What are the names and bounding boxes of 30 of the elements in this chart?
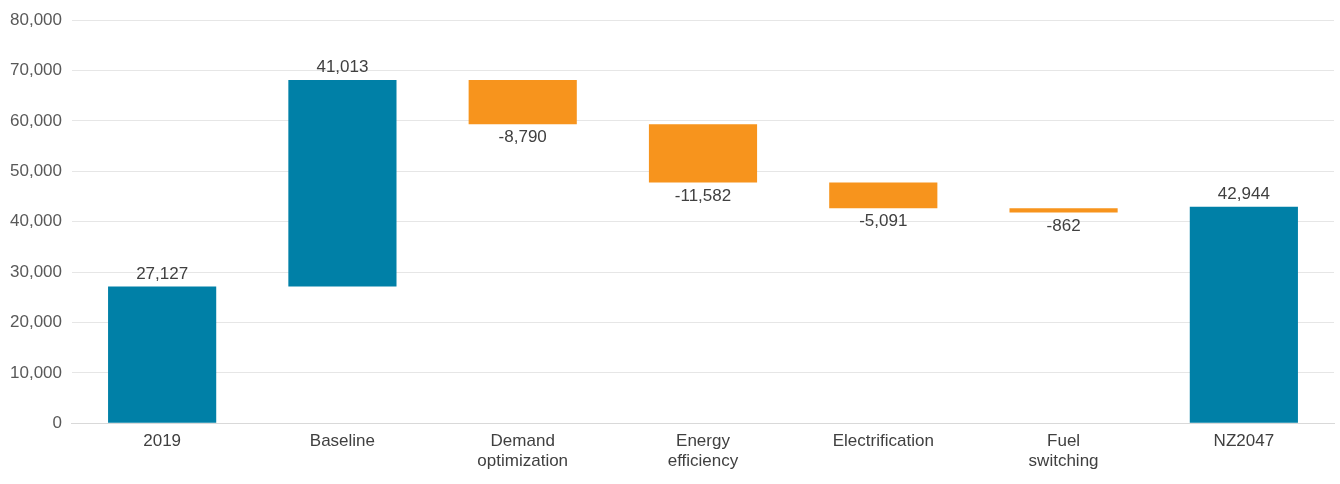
bar (1009, 208, 1118, 213)
y-tick-label: 20,000 (10, 312, 62, 332)
y-tick-label: 60,000 (10, 110, 62, 130)
y-tick-label: 0 (52, 412, 62, 432)
bar (1189, 206, 1298, 423)
y-tick-label: 30,000 (10, 261, 62, 281)
bar (648, 124, 758, 183)
data-label: -5,091 (859, 211, 908, 231)
y-tick-label: 70,000 (10, 60, 62, 80)
x-tick-label: Electrification (832, 431, 934, 451)
data-label: -862 (1046, 215, 1081, 235)
y-tick-label: 80,000 (10, 9, 62, 29)
bar (288, 79, 397, 287)
data-label: -8,790 (498, 127, 547, 147)
x-tick-label: 2019 (143, 431, 182, 451)
bar (108, 286, 217, 423)
x-tick-label: Demand optimization (477, 431, 569, 471)
x-tick-label: NZ2047 (1213, 431, 1275, 451)
data-label: 42,944 (1217, 184, 1270, 204)
y-tick-label: 50,000 (10, 161, 62, 181)
data-label: 41,013 (316, 57, 369, 77)
data-label: 27,127 (136, 263, 189, 283)
data-label: -11,582 (674, 185, 732, 205)
y-tick-label: 10,000 (10, 362, 62, 382)
x-tick-label: Energy efficiency (667, 431, 739, 471)
bar (468, 79, 577, 125)
bar (829, 182, 938, 209)
x-tick-label: Fuel switching (1028, 431, 1099, 471)
x-tick-label: Baseline (309, 431, 376, 451)
y-tick-label: 40,000 (10, 211, 62, 231)
